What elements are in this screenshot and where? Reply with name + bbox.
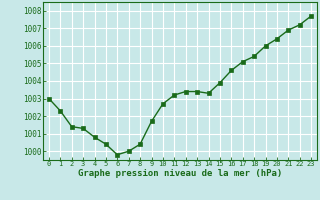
X-axis label: Graphe pression niveau de la mer (hPa): Graphe pression niveau de la mer (hPa): [78, 169, 282, 178]
